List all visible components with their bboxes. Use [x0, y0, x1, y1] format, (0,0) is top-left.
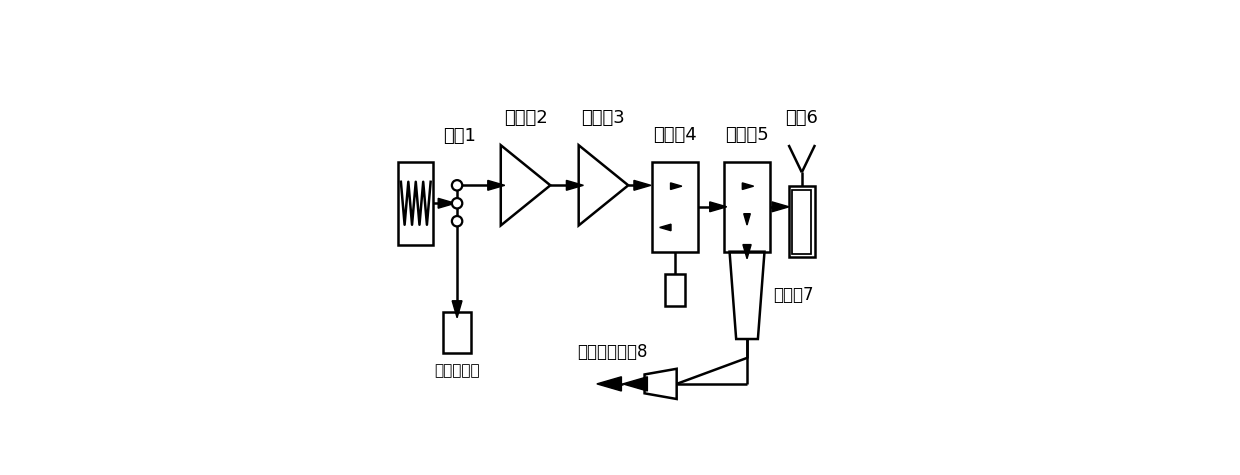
Polygon shape	[438, 199, 455, 208]
Circle shape	[451, 180, 463, 190]
Text: 天线6: 天线6	[785, 109, 818, 127]
Polygon shape	[773, 202, 789, 212]
Text: 开关1: 开关1	[443, 127, 476, 145]
Text: 放大器2: 放大器2	[503, 109, 547, 127]
Bar	[789, 187, 815, 257]
Polygon shape	[660, 224, 671, 231]
Circle shape	[451, 216, 463, 227]
Bar	[444, 312, 471, 353]
Bar	[652, 162, 698, 252]
Polygon shape	[487, 180, 505, 190]
Bar	[724, 162, 770, 252]
Text: 隔离器4: 隔离器4	[653, 126, 697, 144]
Polygon shape	[634, 180, 651, 190]
Polygon shape	[709, 202, 727, 212]
Polygon shape	[743, 183, 754, 190]
Polygon shape	[453, 301, 463, 318]
Text: 检波器7: 检波器7	[773, 286, 813, 304]
Polygon shape	[567, 180, 583, 190]
Text: 小信号负载: 小信号负载	[434, 363, 480, 379]
Bar	[666, 275, 686, 306]
Bar	[792, 190, 811, 254]
Bar	[398, 162, 434, 245]
Text: 放大器3: 放大器3	[582, 109, 625, 127]
Polygon shape	[744, 214, 750, 225]
Polygon shape	[622, 377, 647, 391]
Polygon shape	[671, 183, 682, 190]
Text: 检波运算输出8: 检波运算输出8	[577, 343, 647, 361]
Polygon shape	[596, 377, 621, 391]
Circle shape	[451, 198, 463, 209]
Polygon shape	[743, 245, 751, 259]
Text: 耦合器5: 耦合器5	[725, 126, 769, 144]
